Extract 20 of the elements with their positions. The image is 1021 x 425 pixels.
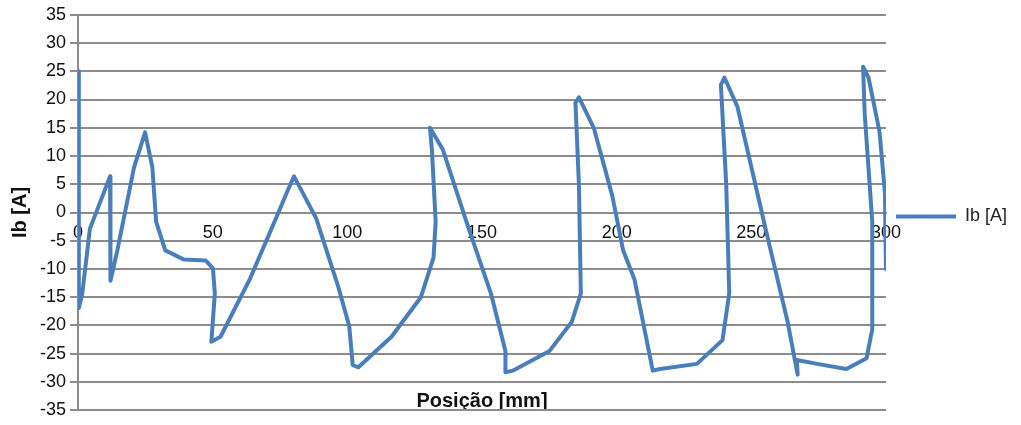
y-tick-label: 10 [45,144,67,165]
y-tick-label: 30 [45,32,67,53]
y-tick-label: -5 [50,229,67,250]
y-tick-label: -10 [40,257,67,278]
y-tick-label: -15 [40,286,67,307]
y-tick-label: -20 [40,314,67,335]
x-tick-label: 50 [202,222,223,243]
y-tick-label: 20 [45,88,67,109]
legend-label: Ib [A] [964,205,1008,226]
y-tick-label: -35 [40,399,67,420]
x-tick-label: 100 [332,222,363,243]
y-tick-label: 0 [56,201,67,222]
y-tick-label: 5 [56,173,67,194]
y-tick-label: 25 [45,60,67,81]
y-tick-label: -25 [40,342,67,363]
y-axis-title: Ib [A] [7,186,30,239]
y-tick-label: 35 [45,3,67,24]
x-tick-label: 250 [736,222,767,243]
y-tick-label: 15 [45,116,67,137]
y-tick-label: -30 [40,370,67,391]
